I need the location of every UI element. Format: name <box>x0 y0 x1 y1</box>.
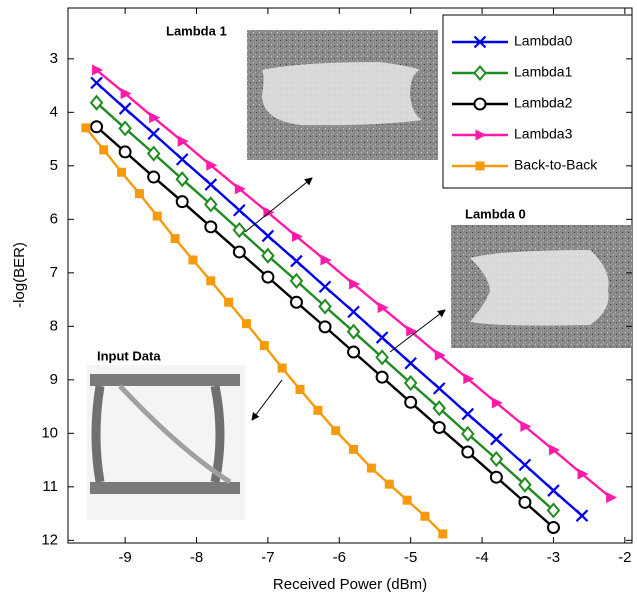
marker <box>367 464 376 473</box>
x-tick-label: -5 <box>404 549 417 566</box>
x-tick-label: -4 <box>475 549 488 566</box>
marker <box>291 297 302 308</box>
marker <box>117 168 126 177</box>
legend-label: Lambda0 <box>514 33 573 49</box>
marker <box>331 426 340 435</box>
marker <box>349 445 358 454</box>
y-tick-label: 6 <box>50 210 58 227</box>
y-tick-label: 5 <box>50 157 58 174</box>
marker <box>171 234 180 243</box>
marker <box>224 298 233 307</box>
marker <box>242 319 251 328</box>
eye-lambda1 <box>247 30 438 160</box>
marker <box>234 246 245 257</box>
legend-marker <box>476 162 485 171</box>
marker <box>313 406 322 415</box>
y-tick-label: 10 <box>41 424 58 441</box>
legend-label: Lambda3 <box>514 126 573 142</box>
marker <box>548 522 559 533</box>
marker <box>278 364 287 373</box>
legend-label: Back-to-Back <box>514 157 598 173</box>
y-tick-label: 9 <box>50 371 58 388</box>
legend-marker <box>475 99 486 110</box>
x-tick-label: -2 <box>618 549 631 566</box>
x-tick-label: -7 <box>261 549 274 566</box>
annotation: Lambda 0 <box>465 206 526 221</box>
x-tick-label: -6 <box>333 549 346 566</box>
chart: Lambda 1 Lambda 0 Input Data Received Po… <box>0 0 637 600</box>
legend: Lambda0 Lambda1 Lambda2 Lambda3 Back-to-Back <box>443 15 632 188</box>
annotation: Lambda 1 <box>166 23 227 38</box>
marker <box>377 372 388 383</box>
y-tick-label: 11 <box>42 478 58 495</box>
marker <box>99 145 108 154</box>
legend-label: Lambda1 <box>514 64 573 80</box>
marker <box>153 212 162 221</box>
marker <box>188 255 197 264</box>
marker <box>491 472 502 483</box>
marker <box>206 276 215 285</box>
marker <box>81 123 90 132</box>
marker <box>462 447 473 458</box>
marker <box>296 385 305 394</box>
marker <box>385 480 394 489</box>
eye-input <box>87 365 245 520</box>
x-tick-label: -9 <box>118 549 131 566</box>
marker <box>260 341 269 350</box>
marker <box>135 189 144 198</box>
marker <box>177 196 188 207</box>
marker <box>519 497 530 508</box>
y-tick-label: 4 <box>50 103 58 120</box>
y-tick-label: 3 <box>50 50 58 67</box>
eye-lambda0 <box>451 225 632 348</box>
y-tick-label: 12 <box>41 531 58 548</box>
y-tick-label: 8 <box>50 317 58 334</box>
annotation: Input Data <box>97 348 161 363</box>
marker <box>205 221 216 232</box>
marker <box>91 121 102 132</box>
y-tick-label: 7 <box>50 264 58 281</box>
marker <box>405 397 416 408</box>
legend-label: Lambda2 <box>514 95 573 111</box>
marker <box>262 272 273 283</box>
marker <box>420 512 429 521</box>
x-tick-label: -3 <box>547 549 560 566</box>
marker <box>320 321 331 332</box>
marker <box>148 172 159 183</box>
marker <box>403 496 412 505</box>
x-tick-label: -8 <box>190 549 203 566</box>
marker <box>434 422 445 433</box>
y-axis-title: -log(BER) <box>11 242 28 308</box>
marker <box>348 347 359 358</box>
marker <box>120 146 131 157</box>
x-axis-title: Received Power (dBm) <box>273 576 427 593</box>
marker <box>438 529 447 538</box>
